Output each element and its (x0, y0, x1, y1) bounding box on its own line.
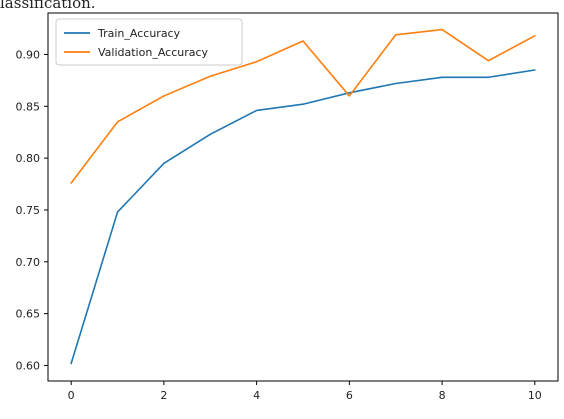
data-point (395, 34, 397, 36)
y-tick-label: 0.85 (16, 100, 41, 113)
legend: Train_Accuracy Validation_Accuracy (55, 18, 243, 66)
data-point (70, 182, 72, 184)
series-line-validation-accuracy (70, 28, 536, 184)
data-point (302, 103, 304, 105)
legend-label: Validation_Accuracy (98, 46, 209, 59)
data-point (348, 95, 350, 97)
x-tick-label: 0 (68, 389, 75, 402)
data-point (441, 28, 443, 30)
data-point (163, 95, 165, 97)
series-line-train-accuracy (70, 69, 536, 365)
x-tick-label: 2 (160, 389, 167, 402)
data-point (255, 61, 257, 63)
plot-frame (47, 12, 559, 382)
caption-fragment: lassification. (0, 0, 96, 12)
data-point (534, 69, 536, 71)
data-point (209, 75, 211, 77)
data-point (302, 40, 304, 42)
data-point (255, 109, 257, 111)
data-point (487, 76, 489, 78)
y-tick-label: 0.80 (16, 152, 41, 165)
y-tick-label: 0.65 (16, 308, 41, 321)
axis-ticks: 0.60 0.65 0.70 0.75 0.80 0.85 0.90 0 2 4 6 8 10 (16, 48, 542, 402)
data-point (70, 362, 72, 364)
data-point (534, 35, 536, 37)
y-tick-label: 0.75 (16, 204, 41, 217)
x-tick-label: 10 (528, 389, 542, 402)
y-tick-label: 0.60 (16, 359, 41, 372)
data-point (116, 121, 118, 123)
data-point (395, 82, 397, 84)
y-tick-label: 0.90 (16, 48, 41, 61)
x-tick-label: 8 (439, 389, 446, 402)
y-tick-label: 0.70 (16, 256, 41, 269)
legend-label: Train_Accuracy (97, 27, 181, 40)
x-tick-label: 6 (346, 389, 353, 402)
data-point (209, 133, 211, 135)
data-point (487, 59, 489, 61)
legend-box (55, 18, 243, 66)
data-point (116, 211, 118, 213)
series-lines (70, 28, 536, 365)
data-point (441, 76, 443, 78)
x-tick-label: 4 (253, 389, 260, 402)
data-point (163, 162, 165, 164)
